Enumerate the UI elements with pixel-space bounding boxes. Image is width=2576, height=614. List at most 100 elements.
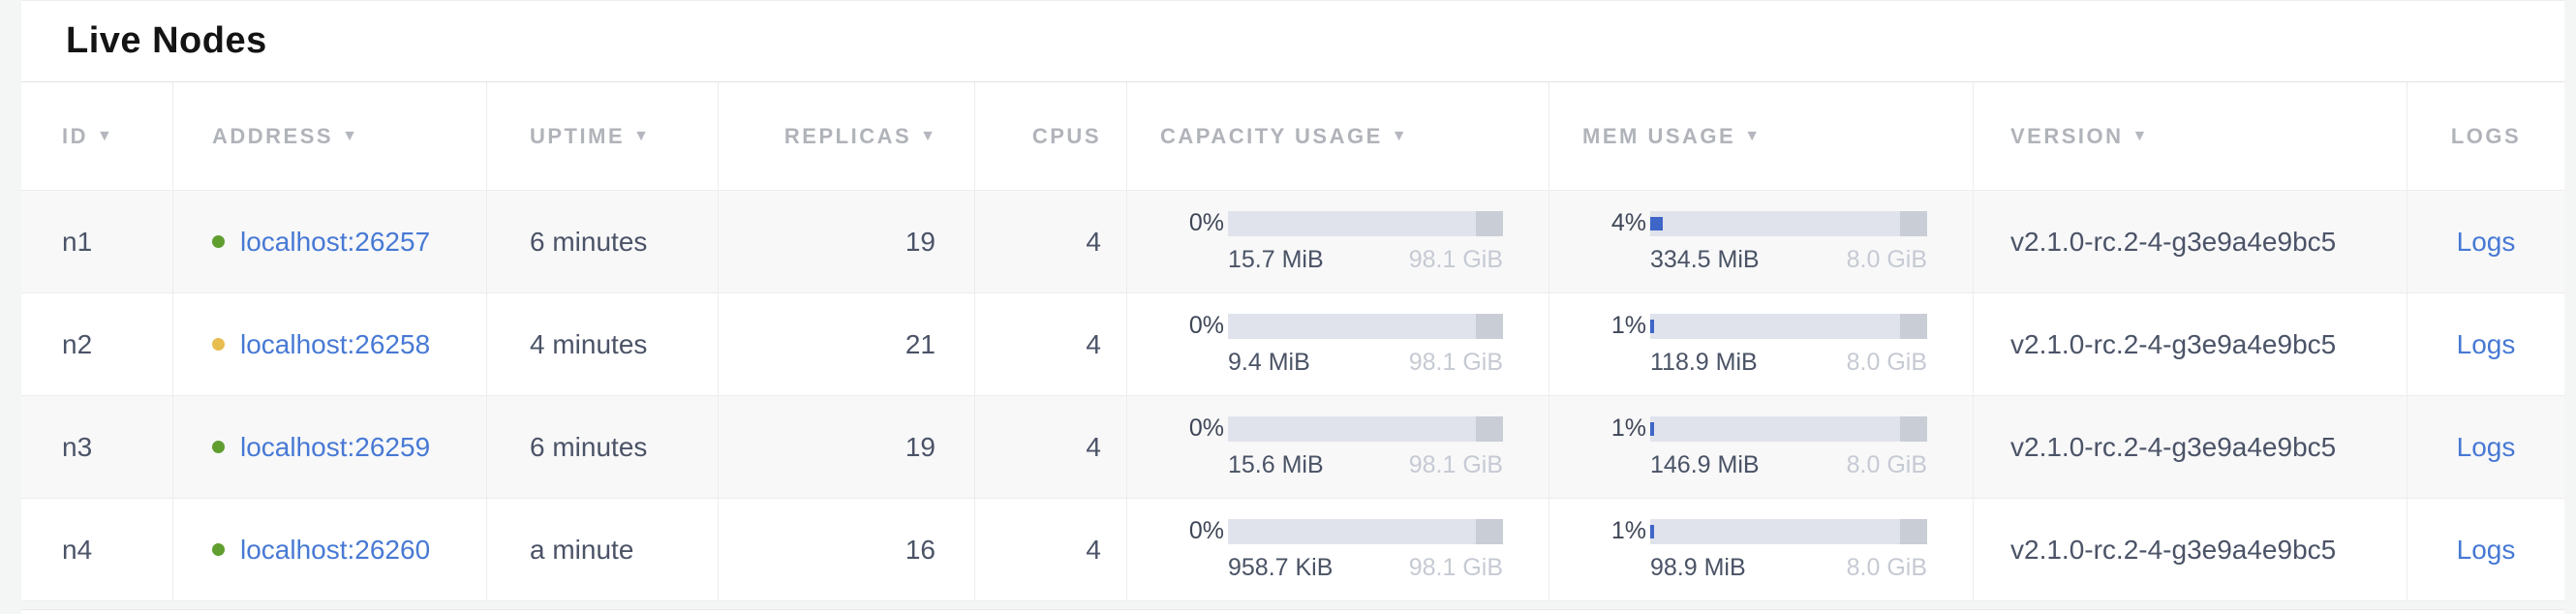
node-version: v2.1.0-rc.2-4-g3e9a4e9bc5 <box>2010 431 2337 462</box>
node-version-cell: v2.1.0-rc.2-4-g3e9a4e9bc5 <box>1974 396 2407 498</box>
sort-arrow-icon: ▼ <box>342 127 357 144</box>
node-logs-cell: Logs <box>2407 293 2564 395</box>
column-header-label: CPUS <box>1031 123 1101 148</box>
column-header-memory[interactable]: MEM USAGE ▼ <box>1549 82 1974 190</box>
column-header-uptime[interactable]: UPTIME ▼ <box>487 82 719 190</box>
node-row-n2: n2 localhost:26258 4 minutes 21 4 0% 9.4 MiB 98… <box>21 293 2564 396</box>
capacity-used-value: 958.7 KiB <box>1228 554 1334 581</box>
column-header-logs: LOGS <box>2407 82 2564 190</box>
node-replicas-cell: 19 <box>719 396 975 498</box>
node-logs-link[interactable]: Logs <box>2456 431 2516 462</box>
node-replicas: 19 <box>905 431 935 462</box>
node-address-link[interactable]: localhost:26259 <box>240 431 431 462</box>
capacity-usage-bar-row: 0% <box>1160 414 1503 443</box>
node-id-cell: n3 <box>21 396 173 498</box>
capacity-usage-labels: 958.7 KiB 98.1 GiB <box>1228 554 1503 582</box>
node-id: n4 <box>62 534 93 565</box>
capacity-usage: 0% 958.7 KiB 98.1 GiB <box>1160 517 1503 582</box>
memory-usage: 4% 334.5 MiB 8.0 GiB <box>1582 209 1927 274</box>
memory-usage-bar-fill <box>1650 319 1654 333</box>
node-version-cell: v2.1.0-rc.2-4-g3e9a4e9bc5 <box>1974 191 2407 292</box>
memory-usage-bar-row: 4% <box>1582 209 1927 237</box>
memory-usage-labels: 334.5 MiB 8.0 GiB <box>1650 246 1927 274</box>
memory-usage-bar-fill <box>1650 421 1654 436</box>
node-id-cell: n4 <box>21 499 173 600</box>
memory-usage-bar-endblock <box>1900 210 1927 236</box>
node-logs-link[interactable]: Logs <box>2456 226 2516 257</box>
node-address-link[interactable]: localhost:26260 <box>240 534 431 565</box>
capacity-used-value: 9.4 MiB <box>1228 349 1310 376</box>
capacity-usage-bar-row: 0% <box>1160 209 1503 237</box>
memory-used-value: 334.5 MiB <box>1650 246 1760 273</box>
node-address-cell: localhost:26257 <box>173 191 487 292</box>
node-logs-cell: Logs <box>2407 191 2564 292</box>
node-cpus: 4 <box>1086 431 1101 462</box>
live-nodes-panel: Live Nodes ID ▼ ADDRESS ▼ UPTIME ▼ REPLICAS ▼ CP… <box>21 0 2564 601</box>
node-address-cell: localhost:26259 <box>173 396 487 498</box>
column-header-id[interactable]: ID ▼ <box>21 82 173 190</box>
node-address-link[interactable]: localhost:26257 <box>240 226 431 257</box>
capacity-total-value: 98.1 GiB <box>1408 349 1503 376</box>
node-logs-cell: Logs <box>2407 499 2564 600</box>
capacity-usage: 0% 9.4 MiB 98.1 GiB <box>1160 312 1503 377</box>
capacity-usage-bar <box>1228 313 1503 339</box>
node-row-n1: n1 localhost:26257 6 minutes 19 4 0% 15.7 MiB 9… <box>21 191 2564 293</box>
memory-usage: 1% 118.9 MiB 8.0 GiB <box>1582 312 1927 377</box>
memory-usage-cell: 1% 118.9 MiB 8.0 GiB <box>1549 293 1974 395</box>
node-address-link[interactable]: localhost:26258 <box>240 328 431 359</box>
live-nodes-table: ID ▼ ADDRESS ▼ UPTIME ▼ REPLICAS ▼ CPUS CAPACITY … <box>21 82 2564 601</box>
node-id: n1 <box>62 226 93 257</box>
node-id: n2 <box>62 328 93 359</box>
sort-arrow-icon: ▼ <box>1391 127 1407 144</box>
column-header-replicas[interactable]: REPLICAS ▼ <box>719 82 975 190</box>
node-uptime: 6 minutes <box>530 226 648 257</box>
column-header-label: ADDRESS <box>212 123 334 148</box>
column-header-capacity[interactable]: CAPACITY USAGE ▼ <box>1127 82 1549 190</box>
node-version-cell: v2.1.0-rc.2-4-g3e9a4e9bc5 <box>1974 499 2407 600</box>
memory-usage-bar <box>1650 415 1927 442</box>
node-logs-cell: Logs <box>2407 396 2564 498</box>
memory-usage-percent: 4% <box>1610 209 1646 236</box>
node-cpus: 4 <box>1086 534 1101 565</box>
node-uptime-cell: 4 minutes <box>487 293 719 395</box>
node-id-cell: n1 <box>21 191 173 292</box>
node-logs-link[interactable]: Logs <box>2456 328 2516 359</box>
column-header-label: REPLICAS <box>783 123 912 148</box>
memory-usage-cell: 1% 98.9 MiB 8.0 GiB <box>1549 499 1974 600</box>
node-replicas: 19 <box>905 226 935 257</box>
capacity-usage-bar <box>1228 518 1503 544</box>
node-replicas-cell: 21 <box>719 293 975 395</box>
table-header-row: ID ▼ ADDRESS ▼ UPTIME ▼ REPLICAS ▼ CPUS CAPACITY … <box>21 82 2564 191</box>
column-header-version[interactable]: VERSION ▼ <box>1974 82 2407 190</box>
node-logs-link[interactable]: Logs <box>2456 534 2516 565</box>
memory-usage-bar-endblock <box>1900 518 1927 544</box>
memory-total-value: 8.0 GiB <box>1846 349 1927 376</box>
memory-usage-labels: 146.9 MiB 8.0 GiB <box>1650 451 1927 479</box>
memory-usage-cell: 1% 146.9 MiB 8.0 GiB <box>1549 396 1974 498</box>
memory-used-value: 146.9 MiB <box>1650 451 1760 478</box>
capacity-usage: 0% 15.6 MiB 98.1 GiB <box>1160 414 1503 479</box>
column-header-address[interactable]: ADDRESS ▼ <box>173 82 487 190</box>
memory-usage: 1% 98.9 MiB 8.0 GiB <box>1582 517 1927 582</box>
capacity-usage-cell: 0% 958.7 KiB 98.1 GiB <box>1127 499 1549 600</box>
node-status-dot <box>212 235 225 248</box>
memory-usage-bar <box>1650 518 1927 544</box>
capacity-usage-bar <box>1228 210 1503 236</box>
capacity-total-value: 98.1 GiB <box>1408 451 1503 478</box>
page-title: Live Nodes <box>66 20 267 61</box>
memory-usage-labels: 118.9 MiB 8.0 GiB <box>1650 349 1927 377</box>
node-version: v2.1.0-rc.2-4-g3e9a4e9bc5 <box>2010 534 2337 565</box>
capacity-usage-bar <box>1228 415 1503 442</box>
node-cpus-cell: 4 <box>975 396 1127 498</box>
node-version: v2.1.0-rc.2-4-g3e9a4e9bc5 <box>2010 328 2337 359</box>
memory-usage-labels: 98.9 MiB 8.0 GiB <box>1650 554 1927 582</box>
capacity-usage-cell: 0% 9.4 MiB 98.1 GiB <box>1127 293 1549 395</box>
node-status-dot <box>212 441 225 453</box>
node-row-n4: n4 localhost:26260 a minute 16 4 0% 958.7 KiB 9… <box>21 499 2564 601</box>
sort-arrow-icon: ▼ <box>920 127 935 144</box>
node-version-cell: v2.1.0-rc.2-4-g3e9a4e9bc5 <box>1974 293 2407 395</box>
node-replicas-cell: 16 <box>719 499 975 600</box>
capacity-usage-percent: 0% <box>1188 209 1224 236</box>
capacity-usage-percent: 0% <box>1188 517 1224 544</box>
capacity-usage-labels: 9.4 MiB 98.1 GiB <box>1228 349 1503 377</box>
